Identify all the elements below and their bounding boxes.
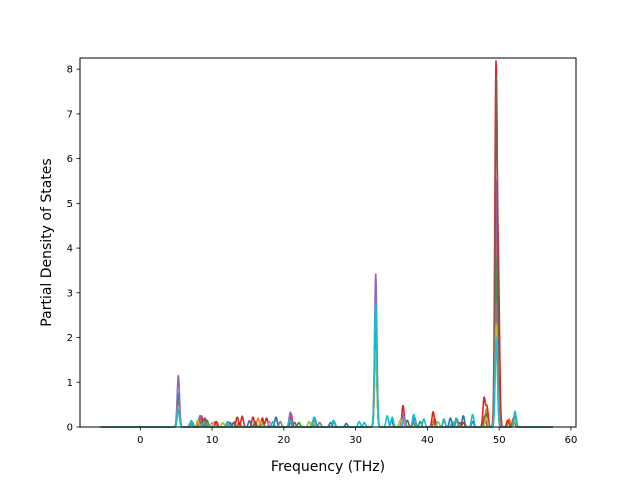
y-tick-label: 2 [67, 333, 73, 344]
y-tick-label: 4 [67, 244, 73, 255]
y-tick-label: 8 [67, 65, 73, 76]
y-tick-label: 1 [67, 378, 73, 389]
y-tick-label: 7 [67, 109, 73, 120]
plot-area-frame [79, 57, 577, 428]
plot-area-background [80, 58, 576, 427]
ticks-layer: 0 10 20 30 40 50 60 0 1 2 3 4 5 6 7 8 [67, 65, 578, 446]
x-axis-title: Frequency (THz) [271, 459, 385, 475]
y-tick-label: 0 [67, 423, 73, 434]
x-tick-label: 40 [421, 435, 434, 446]
x-tick-label: 50 [493, 435, 506, 446]
x-tick-label: 60 [565, 435, 578, 446]
y-tick-label: 3 [67, 288, 73, 299]
y-tick-label: 5 [67, 199, 73, 210]
x-tick-label: 0 [137, 435, 143, 446]
y-tick-label: 6 [67, 154, 73, 165]
y-axis-title: Partial Density of States [39, 158, 55, 326]
x-tick-label: 30 [349, 435, 362, 446]
x-tick-label: 20 [277, 435, 290, 446]
x-tick-label: 10 [206, 435, 219, 446]
